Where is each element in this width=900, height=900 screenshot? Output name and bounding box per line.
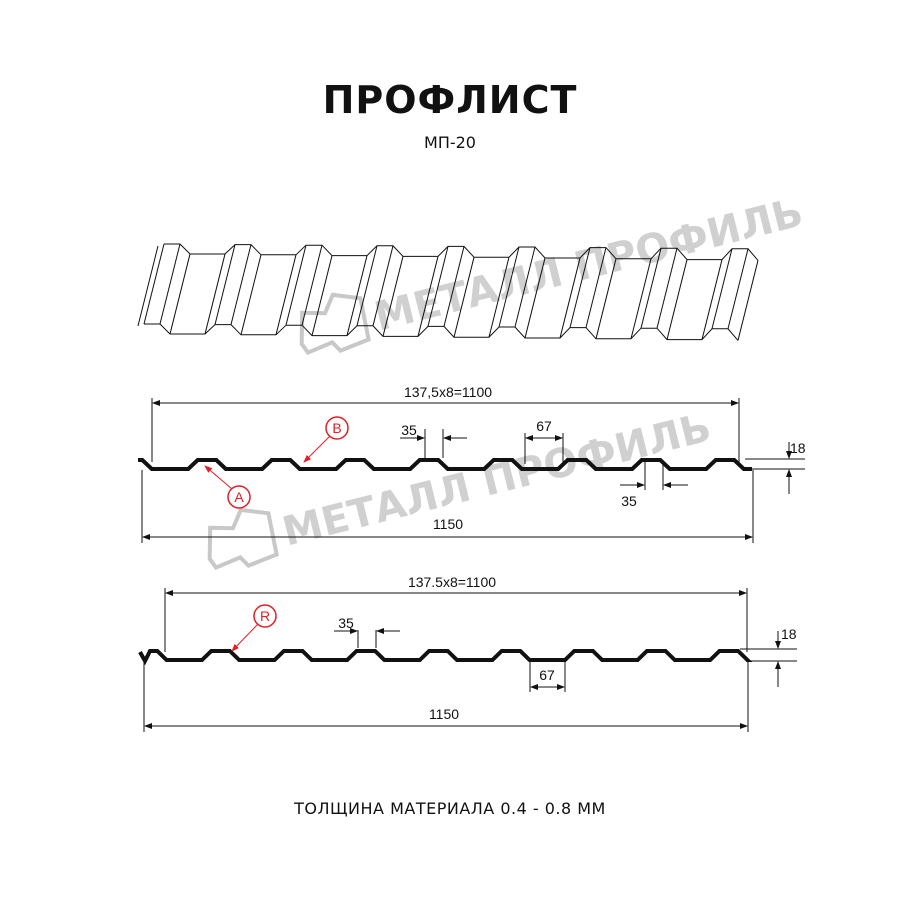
sheet-fold-line [711, 248, 733, 329]
page-title: ПРОФЛИСТ [322, 78, 578, 122]
profile-r-line [138, 649, 753, 666]
sheet-fold-line [417, 256, 439, 337]
sheet-fold-line [640, 248, 662, 329]
sheet-fold-line [453, 257, 475, 338]
sheet-fold-line [382, 256, 404, 337]
dim-label-67: 67 [536, 418, 552, 434]
sheet-3d-view [137, 243, 759, 341]
sheet-fold-line [159, 243, 181, 325]
sheet-fold-line [301, 245, 323, 326]
sheet-fold-line [656, 248, 678, 329]
dim-label-35: 35 [401, 422, 417, 438]
dim-label-35: 35 [338, 615, 354, 631]
dim-label-1150: 1150 [429, 706, 459, 722]
sheet-fold-line [514, 246, 536, 328]
sheet-fold-line [356, 245, 378, 326]
dim-label-1100: 137,5x8=1100 [404, 384, 492, 400]
sheet-fold-line [143, 243, 165, 325]
sheet-fold-line [169, 253, 191, 335]
svg-text:B: B [332, 420, 341, 436]
callout-r [253, 604, 277, 628]
sheet-fold-line [524, 257, 546, 339]
product-code: МП-20 [424, 133, 476, 152]
sheet-fold-line [372, 245, 394, 326]
sheet-fold-line [666, 259, 688, 340]
sheet-bottom-edge [144, 323, 739, 341]
sheet-fold-line [488, 257, 510, 338]
sheet-fold-line [427, 246, 449, 327]
callout-b [325, 416, 349, 440]
sheet-fold-line [240, 254, 262, 335]
svg-text:A: A [234, 489, 244, 505]
dim-label-1150: 1150 [433, 516, 463, 532]
sheet-fold-line [595, 258, 617, 339]
sheet-fold-line [443, 246, 465, 327]
sheet-fold-line [214, 244, 236, 325]
sheet-fold-line [204, 253, 226, 335]
sheet-fold-line [346, 255, 368, 336]
profile-a-line [138, 458, 752, 471]
svg-text:R: R [260, 608, 270, 624]
sheet-fold-line [498, 246, 520, 328]
sheet-fold-line [585, 247, 607, 328]
sheet-fold-line [737, 260, 759, 341]
material-thickness: ТОЛЩИНА МАТЕРИАЛА 0.4 - 0.8 ММ [294, 799, 606, 818]
sheet-fold-line [230, 244, 252, 325]
dim-label-18: 18 [781, 626, 797, 642]
dim-label-35-lower: 35 [621, 493, 637, 509]
sheet-fold-line [569, 247, 591, 328]
dim-label-67: 67 [539, 667, 555, 683]
sheet-fold-line [559, 257, 581, 339]
callout-a [227, 485, 251, 509]
sheet-fold-line [701, 259, 723, 340]
sheet-edge-line [137, 245, 159, 327]
sheet-fold-line [311, 255, 333, 336]
sheet-fold-line [275, 254, 297, 335]
sheet-fold-line [630, 258, 652, 339]
sheet-fold-line [285, 245, 307, 326]
profile-r-drawing: 137.5x8=1100 1150 35 67 18 R [138, 574, 797, 732]
watermark-logo-1: МЕТАЛЛ ПРОФИЛЬ [299, 190, 808, 356]
dim-label-18: 18 [790, 440, 806, 456]
sheet-fold-line [727, 248, 749, 329]
profile-a-drawing: 137,5x8=1100 1150 35 67 35 18 B A [138, 384, 806, 543]
dim-label-1100: 137.5x8=1100 [408, 574, 496, 590]
